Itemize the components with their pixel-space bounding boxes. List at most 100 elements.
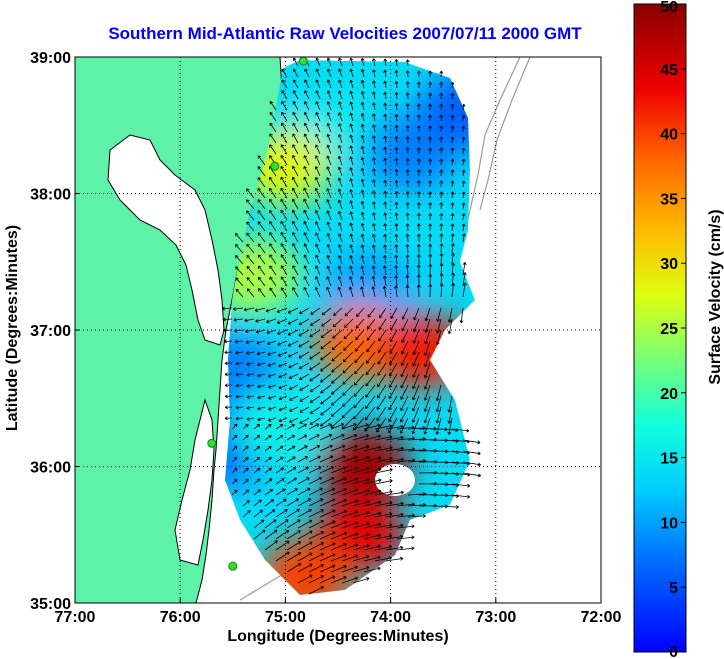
velocity-arrow [309,329,321,338]
velocity-arrow [461,180,466,188]
velocity-arrow [292,133,299,144]
velocity-arrow [297,498,312,507]
velocity-arrow [383,69,388,78]
velocity-arrow [416,243,421,254]
velocity-arrow [308,498,324,507]
velocity-arrow [280,144,288,155]
velocity-arrow [462,450,481,456]
velocity-arrow [450,169,455,177]
velocity-arrow [264,445,272,452]
velocity-arrow [269,144,277,155]
velocity-arrow [400,406,409,423]
velocity-arrow [286,467,297,474]
velocity-arrow [383,168,388,177]
velocity-arrow [349,244,354,254]
velocity-arrow [450,180,455,188]
velocity-arrow [365,395,376,409]
velocity-arrow [423,362,431,379]
velocity-arrow [405,136,410,144]
velocity-arrow [269,232,277,243]
velocity-arrow [326,57,332,67]
velocity-arrow [364,406,376,421]
velocity-arrow [360,233,365,243]
velocity-arrow [352,477,371,485]
velocity-arrow [269,122,277,133]
velocity-arrow [377,340,387,353]
velocity-arrow [394,180,399,188]
velocity-arrow [308,553,325,562]
velocity-arrow [303,122,310,133]
velocity-arrow [292,68,299,78]
velocity-arrow [405,92,410,100]
velocity-arrow [382,265,387,276]
velocity-arrow [341,543,359,551]
velocity-arrow [292,265,299,276]
velocity-arrow [277,329,288,335]
velocity-arrow [276,307,288,313]
velocity-arrow [411,395,420,412]
velocity-arrow [451,428,470,433]
velocity-arrow [424,329,431,345]
velocity-arrow [303,276,310,287]
velocity-arrow [352,521,370,529]
velocity-arrow [326,254,332,265]
velocity-arrow [355,329,365,341]
velocity-arrow [377,373,387,388]
velocity-arrow [320,362,332,372]
velocity-arrow [287,318,299,325]
velocity-arrow [297,487,311,496]
velocity-arrow [372,80,376,89]
velocity-arrow [353,406,365,420]
velocity-arrow [447,318,453,335]
velocity-arrow [424,340,431,356]
velocity-arrow [242,456,249,463]
velocity-arrow [246,265,255,276]
velocity-arrow [253,519,265,529]
velocity-arrow [383,58,388,67]
velocity-arrow [374,468,393,474]
velocity-arrow [349,134,354,144]
velocity-arrow [439,92,444,100]
velocity-arrow [382,275,387,287]
velocity-arrow [320,329,332,338]
velocity-arrow [450,103,455,111]
velocity-arrow [319,531,336,540]
velocity-arrow [423,406,431,424]
velocity-arrow [400,384,409,400]
velocity-arrow [299,395,310,402]
velocity-arrow [385,446,404,452]
data-gap [375,464,415,496]
velocity-arrow [360,189,365,199]
velocity-arrow [275,424,284,430]
velocity-arrow [401,318,409,332]
velocity-arrow [363,522,382,529]
velocity-arrow [363,467,382,474]
velocity-arrow [461,125,466,133]
velocity-arrow [257,177,266,188]
velocity-arrow [246,288,255,298]
velocity-arrow [400,340,409,355]
velocity-arrow [254,307,266,312]
velocity-arrow [255,329,266,334]
velocity-arrow [319,455,334,463]
velocity-arrow [447,406,453,424]
velocity-arrow [326,199,332,210]
velocity-arrow [232,307,244,311]
velocity-arrow [315,155,321,166]
velocity-arrow [231,478,238,485]
velocity-arrow [405,169,410,177]
velocity-arrow [276,318,288,324]
velocity-arrow [231,489,238,496]
velocity-arrow [264,488,273,496]
velocity-arrow [372,124,376,133]
y-axis-label: Latitude (Degrees:Minutes) [4,225,21,431]
velocity-arrow [428,114,433,122]
velocity-arrow [326,166,332,177]
velocity-arrow [341,444,358,452]
velocity-arrow [242,478,249,485]
velocity-arrow [224,394,233,399]
velocity-arrow [447,307,453,323]
velocity-arrow [461,202,466,210]
velocity-arrow [394,190,399,199]
velocity-arrow [280,209,288,221]
